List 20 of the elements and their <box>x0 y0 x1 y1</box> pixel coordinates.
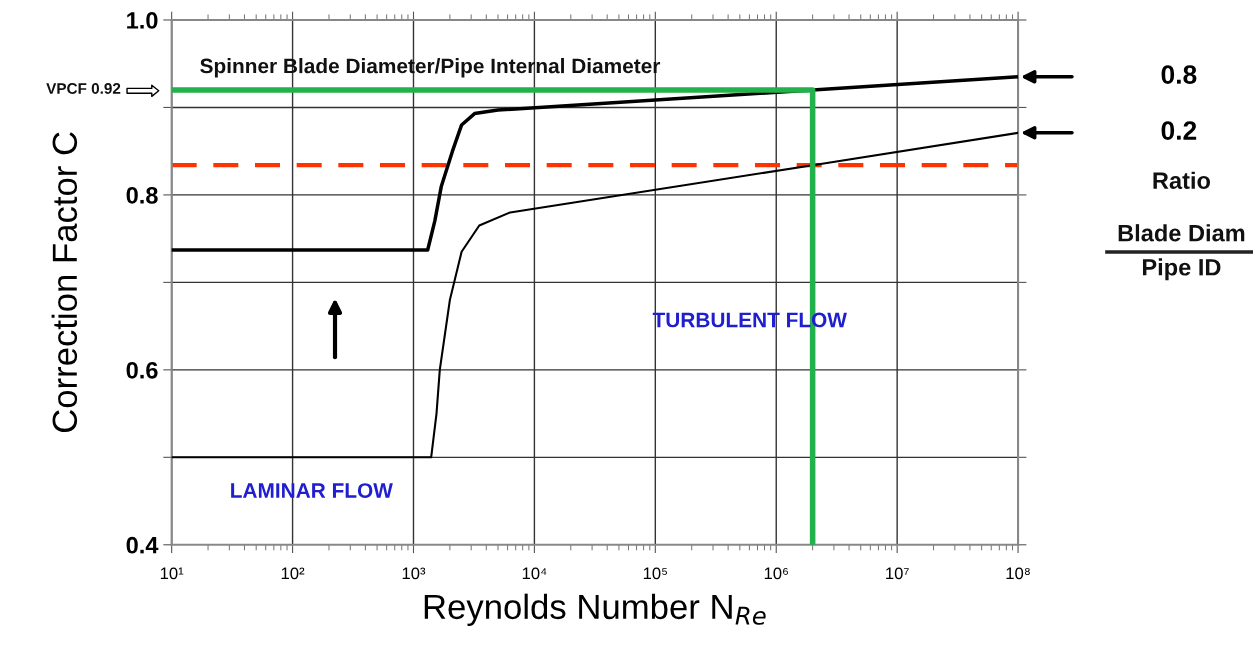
x-tick-label: 10² <box>281 567 305 580</box>
y-axis-title: Correction Factor C <box>51 132 78 433</box>
x-tick-label: 10⁷ <box>886 567 909 580</box>
x-tick-label: 10⁶ <box>764 567 788 580</box>
y-tick-label: 1.0 <box>127 12 158 29</box>
x-axis-title: Reynolds Number N$_{Re}$ <box>424 593 766 627</box>
text: Blade Diam <box>1118 224 1245 242</box>
x-tick-label: 10⁴ <box>522 567 547 580</box>
x-tick-label: 10⁵ <box>643 567 668 580</box>
text: 0.2 <box>1161 121 1197 140</box>
text: Pipe ID <box>1142 258 1221 281</box>
x-tick-label: 10³ <box>402 567 426 580</box>
y-tick-label: 0.4 <box>126 536 159 554</box>
x-tick-label: 10⁸ <box>1006 567 1030 580</box>
y-tick-label: 0.8 <box>126 186 158 204</box>
text: Ratio <box>1153 171 1211 190</box>
y-tick-label: 0.6 <box>126 361 158 379</box>
text: 0.8 <box>1161 65 1197 84</box>
x-tick-label: 10¹ <box>160 567 184 580</box>
text: VPCF 0.92 <box>46 83 121 94</box>
